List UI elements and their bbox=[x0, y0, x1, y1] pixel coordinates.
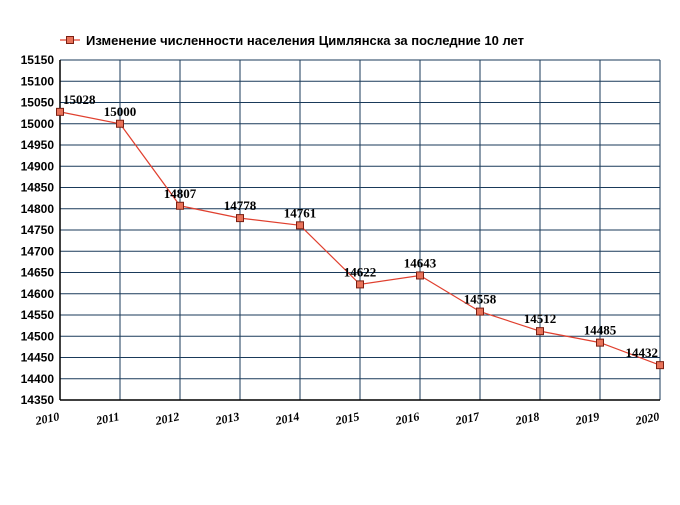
data-point-marker bbox=[116, 119, 124, 128]
y-tick-label: 14850 bbox=[21, 181, 55, 195]
data-label: 15028 bbox=[63, 92, 96, 107]
legend-marker-swatch bbox=[66, 36, 74, 44]
data-label: 14622 bbox=[344, 264, 377, 279]
data-label: 15000 bbox=[104, 104, 137, 119]
x-tick-label: 2017 bbox=[453, 409, 481, 428]
data-label: 14432 bbox=[626, 345, 659, 360]
x-tick-label: 2018 bbox=[513, 409, 540, 428]
y-tick-label: 14500 bbox=[21, 329, 55, 343]
x-tick-label: 2020 bbox=[633, 409, 660, 428]
y-tick-label: 14700 bbox=[21, 244, 55, 258]
legend-entry: Изменение численности населения Цимлянск… bbox=[86, 33, 524, 48]
x-tick-label: 2019 bbox=[573, 409, 600, 428]
y-tick-label: 15150 bbox=[21, 53, 55, 67]
data-point-marker bbox=[236, 214, 244, 223]
y-tick-label: 14400 bbox=[21, 372, 55, 386]
data-label: 14807 bbox=[164, 186, 197, 201]
y-tick-label: 14950 bbox=[21, 138, 55, 152]
x-tick-label: 2011 bbox=[94, 409, 121, 428]
y-tick-label: 14600 bbox=[21, 287, 55, 301]
y-axis-ticks: 14350 14400 14450 14500 14550 14600 14650 14700… bbox=[21, 53, 55, 407]
data-point-marker bbox=[296, 221, 304, 230]
data-label: 14643 bbox=[404, 255, 437, 270]
y-tick-label: 14550 bbox=[21, 308, 55, 322]
legend: Изменение численности населения Цимлянск… bbox=[60, 33, 524, 48]
x-axis-ticks: 2010 2011 2012 2013 2014 2015 2016 2017 2018 2019… bbox=[33, 409, 660, 428]
data-point-marker bbox=[476, 307, 484, 316]
y-tick-label: 15100 bbox=[21, 74, 55, 88]
data-markers bbox=[56, 107, 664, 370]
axes bbox=[59, 60, 660, 401]
data-point-marker bbox=[596, 338, 604, 347]
data-point-marker bbox=[176, 201, 184, 210]
x-tick-label: 2010 bbox=[33, 409, 60, 428]
y-tick-label: 14750 bbox=[21, 223, 55, 237]
y-tick-label: 14650 bbox=[21, 266, 55, 280]
x-tick-label: 2013 bbox=[213, 409, 240, 428]
data-label: 14761 bbox=[284, 205, 317, 220]
y-tick-label: 15000 bbox=[21, 117, 55, 131]
x-tick-label: 2012 bbox=[153, 409, 180, 428]
data-label: 14512 bbox=[524, 311, 557, 326]
y-tick-label: 14800 bbox=[21, 202, 55, 216]
y-tick-label: 14900 bbox=[21, 159, 55, 173]
data-labels: 15028 15000 14807 14778 14761 14622 14643 14558… bbox=[63, 92, 658, 360]
data-label: 14778 bbox=[224, 198, 257, 213]
data-label: 14485 bbox=[584, 323, 617, 338]
y-tick-label: 14350 bbox=[21, 393, 55, 407]
x-tick-label: 2016 bbox=[393, 409, 420, 428]
data-label: 14558 bbox=[464, 292, 497, 307]
data-point-marker bbox=[356, 280, 364, 289]
data-point-marker bbox=[536, 327, 544, 336]
data-point-marker bbox=[56, 107, 64, 116]
y-tick-label: 14450 bbox=[21, 351, 55, 365]
x-tick-label: 2014 bbox=[273, 409, 300, 428]
y-tick-label: 15050 bbox=[21, 96, 55, 110]
grid bbox=[59, 59, 661, 401]
data-point-marker bbox=[656, 361, 664, 370]
x-tick-label: 2015 bbox=[333, 409, 360, 428]
data-point-marker bbox=[416, 271, 424, 280]
